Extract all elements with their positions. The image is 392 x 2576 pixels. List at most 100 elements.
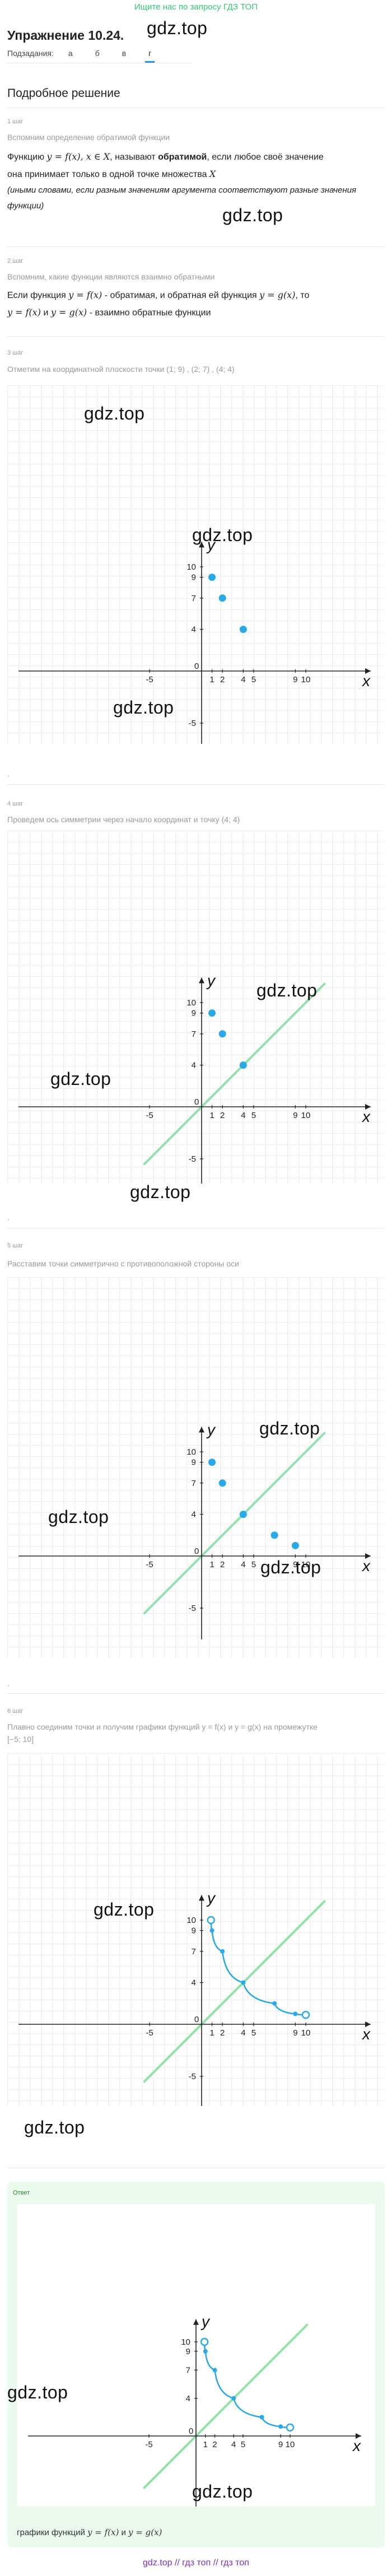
- divider: [7, 1693, 385, 1694]
- answer-chart-panel: x y 0 -5 1 2 4 5 9 10 10 9 7 4: [17, 2204, 375, 2512]
- x-axis-arrow: [365, 668, 371, 674]
- x-axis-arrow: [365, 2021, 371, 2027]
- watermark: gdz.top: [94, 1899, 155, 1920]
- symmetry-line: [143, 1432, 326, 1615]
- watermark: gdz.top: [130, 1182, 191, 1202]
- x-tick-label: 1: [209, 675, 214, 684]
- x-tick-label: -5: [146, 2028, 153, 2038]
- x-tick-label: 2: [212, 2440, 217, 2449]
- y-tick-label: -5: [189, 1604, 196, 1613]
- x-axis-label: x: [361, 672, 371, 690]
- open-endpoint: [207, 1916, 215, 1925]
- divider: [7, 784, 385, 785]
- data-point: [259, 2415, 264, 2420]
- step-hint: Расставим точки симметрично с противопол…: [7, 1259, 239, 1268]
- tab-v[interactable]: в: [122, 49, 127, 58]
- y-tick-label: 7: [192, 594, 196, 603]
- y-tick-label: 9: [186, 2347, 190, 2356]
- y-tick-label: 10: [186, 562, 196, 572]
- data-point: [220, 1949, 225, 1954]
- y-tick-label: 4: [192, 1978, 196, 1988]
- symmetry-line: [143, 982, 326, 1166]
- watermark: gdz.top: [48, 1507, 109, 1527]
- step-text: Функцию y = f(x), x ∈ X, называют обрати…: [7, 151, 324, 179]
- x-axis-arrow: [365, 1553, 371, 1559]
- tab-a[interactable]: а: [68, 49, 73, 58]
- x-tick-label: 9: [293, 1111, 297, 1120]
- x-axis-label: x: [352, 2437, 361, 2454]
- data-point: [218, 594, 226, 602]
- y-tick-label: -5: [189, 2072, 196, 2081]
- watermark: gdz.top: [24, 2117, 85, 2137]
- y-axis-arrow: [199, 977, 204, 984]
- x-tick-label: 10: [301, 675, 311, 684]
- x-axis-arrow: [365, 1104, 371, 1110]
- x-tick-label: 1: [203, 2440, 208, 2449]
- x-tick-label: 5: [241, 2440, 245, 2449]
- data-point: [239, 626, 247, 633]
- watermark: gdz.top: [222, 205, 283, 225]
- y-tick-label: 7: [192, 1947, 196, 1957]
- x-tick-label: 1: [209, 1111, 214, 1120]
- y-axis-label: y: [206, 972, 216, 989]
- chart-panel: x y 0 -5 1 2 4 5 9 10 10 9 7 4 -5: [7, 1277, 385, 1658]
- tab-g[interactable]: г: [145, 49, 155, 63]
- x-tick-label: 10: [301, 2028, 311, 2038]
- footer-links[interactable]: gdz.top // гдз топ // гдз топ: [143, 2558, 249, 2568]
- step-label: 4 шаг: [7, 800, 24, 807]
- watermark: gdz.top: [260, 1557, 321, 1577]
- tab-b[interactable]: б: [95, 49, 100, 58]
- data-point: [239, 1061, 247, 1069]
- answer-label: Ответ: [13, 2190, 30, 2196]
- origin-label: 0: [194, 1097, 199, 1107]
- origin-label: 0: [189, 2426, 193, 2436]
- y-tick-label: 7: [186, 2365, 190, 2375]
- subtask-tabs: Подзадания: а б в г: [7, 49, 174, 63]
- x-tick-label: 2: [220, 2028, 225, 2038]
- step-hint: Проведем ось симметрии через начало коор…: [7, 815, 240, 824]
- y-axis-arrow: [199, 542, 204, 548]
- symmetry-line: [143, 2323, 309, 2489]
- x-tick-label: 4: [231, 2440, 236, 2449]
- chart-panel: x y 0 -5 1 2 4 5 9 10 10 9 7 4 -5: [7, 831, 385, 1190]
- y-tick-label: 9: [192, 573, 196, 583]
- top-link[interactable]: Ищите нас по запросу ГДЗ ТОП: [134, 2, 258, 12]
- data-point: [278, 2424, 283, 2429]
- data-point: [291, 1541, 299, 1549]
- x-tick-label: 9: [293, 1560, 297, 1569]
- y-axis-arrow: [199, 1895, 204, 1901]
- data-point: [212, 2368, 217, 2373]
- watermark: gdz.top: [259, 1418, 320, 1438]
- y-axis-label: y: [200, 2313, 211, 2330]
- x-tick-label: 4: [241, 1560, 245, 1569]
- y-tick-label: 4: [192, 625, 196, 635]
- y-axis-label: y: [206, 1889, 216, 1907]
- watermark: gdz.top: [192, 2481, 253, 2502]
- step-label: 2 шаг: [7, 258, 24, 264]
- y-tick-label: -5: [189, 719, 196, 728]
- x-tick-label: 4: [241, 675, 245, 684]
- watermark: gdz.top: [192, 525, 253, 545]
- x-tick-label: 1: [209, 1560, 214, 1569]
- data-point: [208, 1459, 216, 1466]
- chart-panel: x y 0 -5 1 2 4 5 9 10 10 9 7 4 -5: [7, 385, 385, 754]
- y-tick-label: 10: [186, 998, 196, 1008]
- x-tick-label: 5: [251, 2028, 256, 2038]
- x-tick-label: 1: [209, 2028, 214, 2038]
- step-hint: Вспомним, какие функции являются взаимно…: [7, 272, 215, 281]
- data-point: [208, 1009, 216, 1017]
- watermark: gdz.top: [256, 980, 318, 1000]
- x-tick-label: 9: [293, 2028, 297, 2038]
- x-tick-label: 2: [220, 1560, 225, 1569]
- x-tick-label: 2: [220, 1111, 225, 1120]
- solution-heading: Подробное решение: [7, 87, 120, 100]
- y-tick-label: 4: [192, 1061, 196, 1070]
- y-tick-label: 7: [192, 1030, 196, 1039]
- y-axis-arrow: [193, 2319, 199, 2325]
- origin-label: 0: [194, 1546, 199, 1556]
- x-axis-label: x: [361, 1108, 371, 1125]
- step-text: Если функция y = f(x) - обратимая, и обр…: [7, 290, 310, 318]
- data-point: [203, 2349, 208, 2354]
- x-axis-label: x: [361, 2025, 371, 2043]
